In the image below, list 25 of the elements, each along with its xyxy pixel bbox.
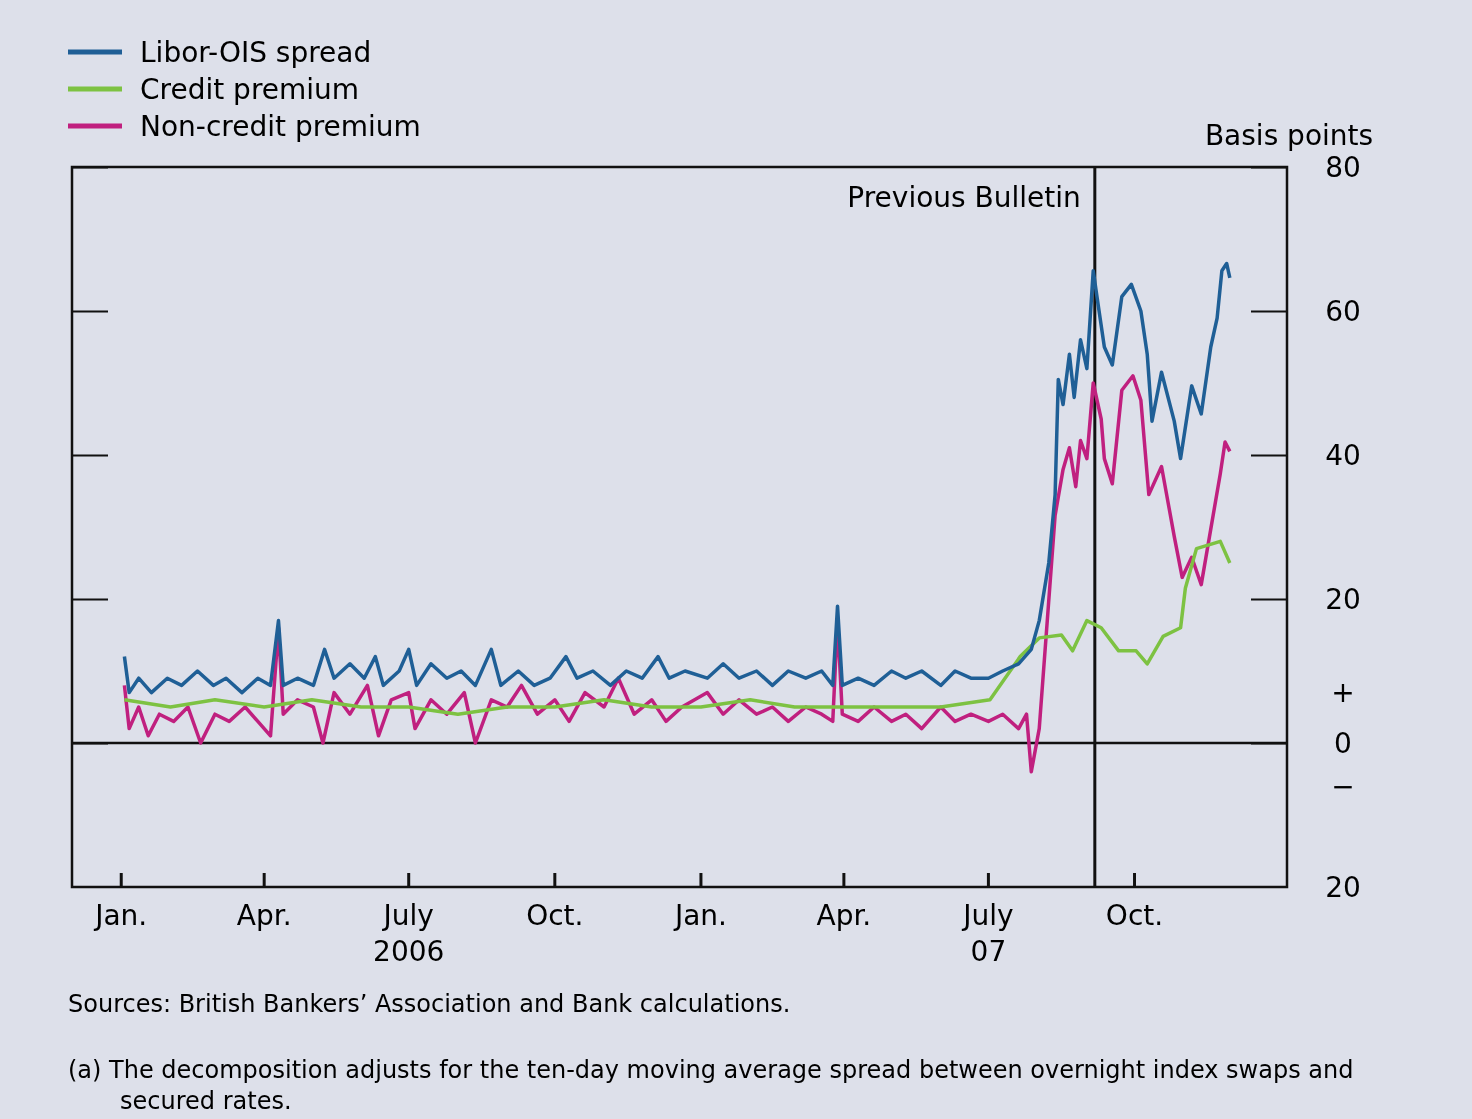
y-tick-label: − xyxy=(1331,770,1355,803)
legend-label: Non-credit premium xyxy=(140,109,421,143)
text: (a) The decomposition adjusts for the ten-day moving average spread between overnight index swaps and secured rates. xyxy=(68,1056,1354,1116)
x-tick-label: Apr. xyxy=(236,899,292,932)
y-tick-label: 20 xyxy=(1325,582,1361,616)
x-tick-label: July 2006 xyxy=(373,899,445,969)
y-tick-label: 20 xyxy=(1325,870,1361,904)
legend-label: Libor-OIS spread xyxy=(140,35,372,69)
line-series xyxy=(122,539,1232,716)
x-tick-label: Jan. xyxy=(672,899,727,932)
y-tick-label: 80 xyxy=(1325,150,1361,184)
y-axis-title: Basis points xyxy=(1204,119,1374,152)
x-tick-label: Apr. xyxy=(816,899,872,932)
x-tick-label: Oct. xyxy=(1105,899,1164,932)
y-tick-label: 40 xyxy=(1325,438,1361,472)
y-tick-label: 60 xyxy=(1325,294,1361,328)
x-tick-label: July 07 xyxy=(961,899,1014,969)
x-tick-label: Oct. xyxy=(526,899,584,932)
line-series xyxy=(122,261,1232,695)
y-tick-label: 0 xyxy=(1334,726,1352,760)
legend-label: Credit premium xyxy=(140,72,360,106)
y-tick-label: + xyxy=(1331,676,1355,710)
x-tick-label: Jan. xyxy=(93,899,148,932)
source-note: Sources: British Bankers’ Association and Bank calculations. xyxy=(68,990,791,1018)
ref-line-label: Previous Bulletin xyxy=(847,181,1081,214)
